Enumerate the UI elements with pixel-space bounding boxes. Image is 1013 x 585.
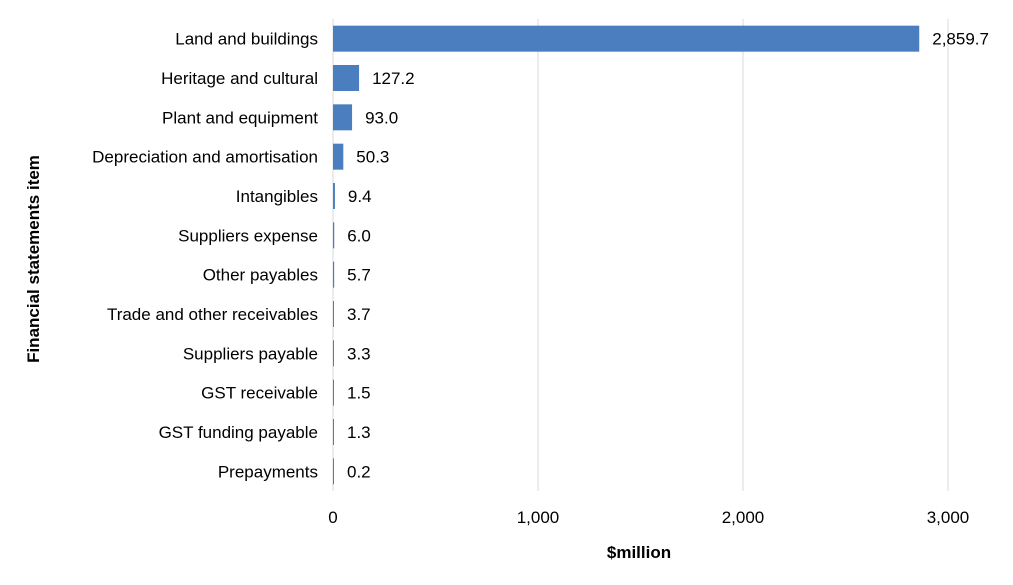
data-label: 1.5 xyxy=(347,384,371,403)
category-label: Suppliers payable xyxy=(183,344,318,363)
grid-layer xyxy=(332,19,949,491)
bar xyxy=(333,104,353,131)
category-labels: Land and buildings Heritage and cultural P… xyxy=(92,30,318,482)
data-label: 2,859.7 xyxy=(932,30,989,49)
x-tick-label: 2,000 xyxy=(722,508,765,527)
category-label: Depreciation and amortisation xyxy=(92,148,318,167)
data-label: 127.2 xyxy=(372,69,415,88)
category-label: Heritage and cultural xyxy=(161,69,318,88)
x-tick-labels: 0 1,000 2,000 3,000 xyxy=(328,508,969,527)
data-label: 93.0 xyxy=(365,108,398,127)
data-label: 3.7 xyxy=(347,305,371,324)
data-label: 50.3 xyxy=(356,148,389,167)
x-tick-label: 0 xyxy=(328,508,337,527)
data-label: 3.3 xyxy=(347,344,371,363)
category-label: GST funding payable xyxy=(159,423,318,442)
data-label: 1.3 xyxy=(347,423,371,442)
data-label: 5.7 xyxy=(347,266,371,285)
bar xyxy=(333,222,335,249)
category-label: Trade and other receivables xyxy=(107,305,318,324)
bar xyxy=(333,261,335,288)
category-label: Prepayments xyxy=(218,462,318,481)
bar xyxy=(333,419,334,445)
data-label: 9.4 xyxy=(348,187,372,206)
bar xyxy=(333,379,334,406)
x-tick-label: 1,000 xyxy=(517,508,560,527)
category-label: GST receivable xyxy=(201,384,318,403)
bar xyxy=(333,301,334,327)
category-label: Suppliers expense xyxy=(178,226,318,245)
data-label: 6.0 xyxy=(347,226,371,245)
category-label: Land and buildings xyxy=(175,30,318,49)
x-axis-title: $million xyxy=(607,543,671,562)
category-label: Plant and equipment xyxy=(162,108,318,127)
bar xyxy=(333,458,334,485)
bar xyxy=(333,65,360,91)
bar-layer xyxy=(333,25,920,485)
x-tick-label: 3,000 xyxy=(927,508,970,527)
y-axis-title: Financial statements item xyxy=(24,155,43,363)
bar xyxy=(333,143,344,170)
category-label: Other payables xyxy=(203,266,318,285)
data-label: 0.2 xyxy=(347,462,371,481)
bar xyxy=(333,183,335,209)
bar xyxy=(333,25,920,52)
category-label: Intangibles xyxy=(236,187,318,206)
bar xyxy=(333,340,334,367)
data-labels: 2,859.7 127.2 93.0 50.3 9.4 6.0 5.7 3.7 3.3 1.5 1.… xyxy=(347,30,989,482)
